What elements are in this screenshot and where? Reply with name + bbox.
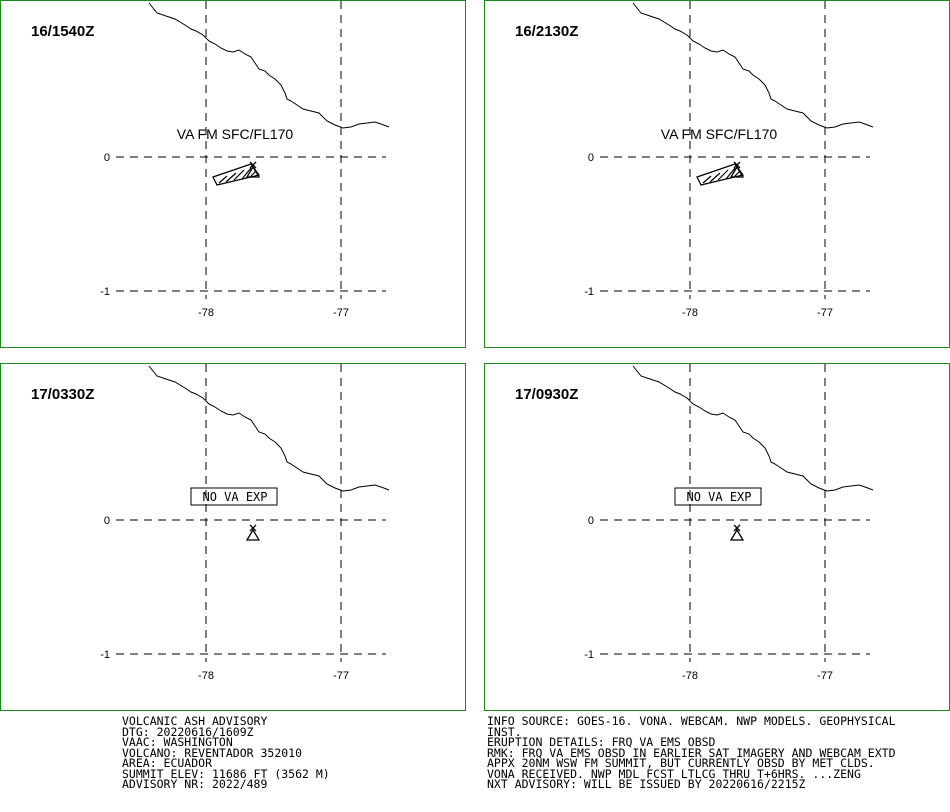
advisory-line: AREA: ECUADOR bbox=[122, 756, 213, 770]
ash-label-group: NO VA EXP bbox=[674, 487, 762, 506]
lat-tick-minus1: -1 bbox=[584, 286, 594, 298]
ash-label-box bbox=[190, 487, 278, 506]
advisory-header: VOLCANIC ASH ADVISORY DTG: 20220616/1609Z… bbox=[122, 716, 330, 790]
map-canvas: 0 -1 -78 -77 16/2130Z VA FM SFC/FL170 bbox=[515, 1, 874, 319]
advisory-line: NXT ADVISORY: WILL BE ISSUED BY 20220616… bbox=[487, 777, 806, 791]
lon-tick-77: -77 bbox=[817, 670, 833, 682]
ash-polygon bbox=[212, 163, 261, 186]
lon-tick-78: -78 bbox=[198, 670, 214, 682]
volcano-icon bbox=[245, 161, 261, 178]
lon-tick-77: -77 bbox=[333, 307, 349, 319]
map-canvas: 0 -1 -78 -77 17/0930Z NO VA EXP bbox=[515, 364, 874, 682]
graticule bbox=[116, 364, 386, 662]
lat-tick-0: 0 bbox=[104, 515, 110, 527]
advisory-line: INFO SOURCE: GOES-16. VONA. WEBCAM. NWP … bbox=[487, 714, 896, 728]
ash-label-group: VA FM SFC/FL170 bbox=[177, 126, 294, 142]
ash-polygon bbox=[696, 163, 745, 186]
lat-tick-0: 0 bbox=[104, 152, 110, 164]
ash-label-group: NO VA EXP bbox=[190, 487, 278, 506]
ash-label-box bbox=[674, 487, 762, 506]
valid-time: 16/1540Z bbox=[31, 23, 94, 40]
border-line bbox=[632, 2, 874, 129]
advisory-line: ADVISORY NR: 2022/489 bbox=[122, 777, 268, 791]
lon-tick-78: -78 bbox=[682, 307, 698, 319]
lat-tick-0: 0 bbox=[588, 152, 594, 164]
ash-label: VA FM SFC/FL170 bbox=[177, 126, 294, 142]
lon-tick-78: -78 bbox=[682, 670, 698, 682]
advisory-line: INST. bbox=[487, 724, 522, 739]
volcano-icon bbox=[245, 524, 261, 541]
advisory-line: VONA RECEIVED. NWP MDL FCST LTLCG THRU T… bbox=[487, 766, 861, 781]
ash-label: NO VA EXP bbox=[686, 490, 751, 504]
advisory-line: DTG: 20220616/1609Z bbox=[122, 724, 254, 739]
graticule bbox=[600, 364, 870, 662]
advisory-line: ERUPTION DETAILS: FRQ VA EMS OBSD bbox=[487, 735, 716, 749]
lon-tick-77: -77 bbox=[333, 670, 349, 682]
graticule bbox=[600, 1, 870, 299]
forecast-panel-1: 0 -1 -78 -77 16/1540Z VA FM SFC/FL170 bbox=[0, 0, 466, 348]
lat-tick-minus1: -1 bbox=[100, 649, 110, 661]
ash-label: NO VA EXP bbox=[202, 490, 267, 504]
lat-tick-0: 0 bbox=[588, 515, 594, 527]
lon-tick-78: -78 bbox=[198, 307, 214, 319]
advisory-details: INFO SOURCE: GOES-16. VONA. WEBCAM. NWP … bbox=[487, 716, 896, 790]
advisory-line: VAAC: WASHINGTON bbox=[122, 735, 233, 749]
lat-tick-minus1: -1 bbox=[100, 286, 110, 298]
valid-time: 17/0330Z bbox=[31, 386, 94, 403]
border-line bbox=[148, 2, 390, 129]
graticule bbox=[116, 1, 386, 299]
border-line bbox=[632, 365, 874, 492]
forecast-panel-3: 0 -1 -78 -77 17/0330Z NO VA EXP bbox=[0, 363, 466, 711]
ash-label: VA FM SFC/FL170 bbox=[661, 126, 778, 142]
advisory-line: SUMMIT ELEV: 11686 FT (3562 M) bbox=[122, 766, 330, 781]
map-canvas: 0 -1 -78 -77 16/1540Z VA FM SFC/FL170 bbox=[31, 1, 390, 319]
advisory-line: VOLCANO: REVENTADOR 352010 bbox=[122, 745, 303, 760]
lat-tick-minus1: -1 bbox=[584, 649, 594, 661]
border-line bbox=[148, 365, 390, 492]
advisory-line: VOLCANIC ASH ADVISORY bbox=[122, 714, 268, 728]
forecast-panel-2: 0 -1 -78 -77 16/2130Z VA FM SFC/FL170 bbox=[484, 0, 950, 348]
advisory-line: RMK: FRQ VA EMS OBSD IN EARLIER SAT IMAG… bbox=[487, 745, 896, 760]
advisory-line: APPX 20NM WSW FM SUMMIT, BUT CURRENTLY O… bbox=[487, 756, 875, 770]
volcano-icon bbox=[729, 161, 745, 178]
map-canvas: 0 -1 -78 -77 17/0330Z NO VA EXP bbox=[31, 364, 390, 682]
forecast-panel-4: 0 -1 -78 -77 17/0930Z NO VA EXP bbox=[484, 363, 950, 711]
lon-tick-77: -77 bbox=[817, 307, 833, 319]
volcano-icon bbox=[729, 524, 745, 541]
ash-label-group: VA FM SFC/FL170 bbox=[661, 126, 778, 142]
valid-time: 16/2130Z bbox=[515, 23, 578, 40]
valid-time: 17/0930Z bbox=[515, 386, 578, 403]
